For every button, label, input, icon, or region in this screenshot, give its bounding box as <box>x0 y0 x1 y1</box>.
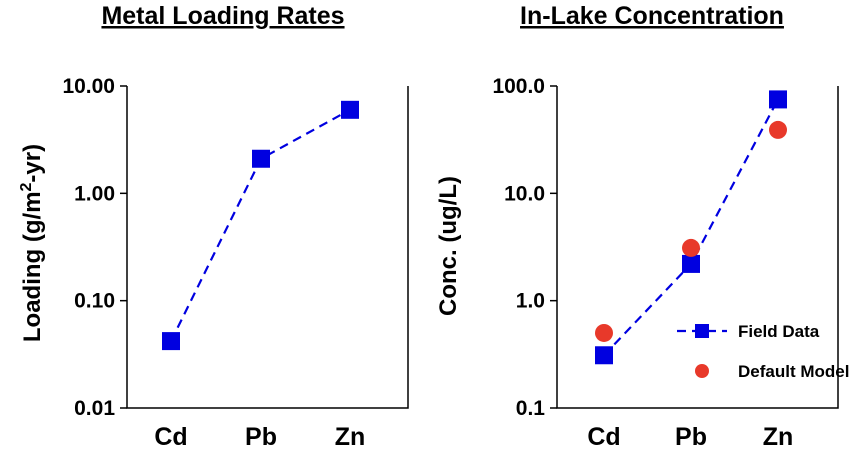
chart-title: Metal Loading Rates <box>101 2 344 30</box>
legend-circle-swatch <box>695 364 709 378</box>
data-point-square <box>595 346 613 365</box>
y-tick-label: 0.10 <box>74 290 115 313</box>
chart-metal-loading: Metal Loading Rates Loading (g/m2-yr) 0.… <box>18 2 409 451</box>
y-tick-label: 100.0 <box>492 75 545 98</box>
plot-frame <box>556 86 839 409</box>
data-point-square <box>682 254 700 273</box>
x-category-label: Cd <box>154 423 187 451</box>
legend: Field Data Default Model <box>677 322 849 381</box>
data-point-square <box>162 332 180 351</box>
y-axis-label: Loading (g/m2-yr) <box>18 144 46 342</box>
y-tick-label: 10.0 <box>504 182 545 205</box>
data-point-square <box>252 149 270 168</box>
x-category-label: Cd <box>587 423 620 451</box>
x-category-label: Pb <box>245 423 277 451</box>
series-line <box>170 108 351 342</box>
series-line <box>603 98 779 357</box>
data-point-circle <box>595 323 613 342</box>
legend-label: Default Model <box>738 362 849 381</box>
x-category-label: Pb <box>675 423 707 451</box>
plot-frame <box>126 86 409 409</box>
data-point-square <box>341 100 359 119</box>
y-tick-label: 1.0 <box>516 290 545 313</box>
x-category-label: Zn <box>763 423 794 451</box>
x-category-label: Zn <box>335 423 366 451</box>
chart-in-lake-concentration: In-Lake Concentration Conc. (ug/L) 0.1 1.… <box>435 2 849 451</box>
chart-title: In-Lake Concentration <box>520 2 784 30</box>
y-tick-label: 0.01 <box>74 397 115 420</box>
y-tick-label: 0.1 <box>516 397 546 420</box>
legend-label: Field Data <box>738 322 820 341</box>
y-tick-label: 10.00 <box>62 75 115 98</box>
data-point-square <box>769 90 787 109</box>
data-point-circle <box>682 238 700 257</box>
y-tick-label: 1.00 <box>74 182 115 205</box>
y-axis-label: Conc. (ug/L) <box>435 176 462 316</box>
data-point-circle <box>769 120 787 139</box>
legend-square-swatch <box>695 324 709 338</box>
